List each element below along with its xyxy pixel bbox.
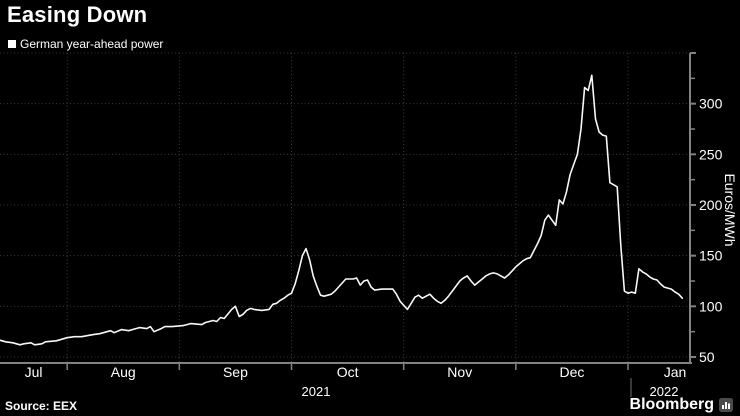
axis-labels-layer: 2021 2022 Euros/MWh 50 100 150 200 250 300 Jul… <box>25 96 738 399</box>
bloomberg-brand: Bloomberg <box>630 396 733 414</box>
x-axis-month-label-jul: Jul <box>25 364 43 380</box>
y-axis-tick-label-150: 150 <box>699 248 723 264</box>
y-axis-tick-label-200: 200 <box>699 197 723 213</box>
y-axis-tick-label-250: 250 <box>699 146 723 162</box>
gridlines-layer <box>0 52 690 363</box>
bloomberg-terminal-icon <box>719 398 733 412</box>
legend-label: German year-ahead power <box>20 37 164 51</box>
x-axis-month-label-dec: Dec <box>559 364 584 380</box>
axes-layer <box>0 52 696 397</box>
x-axis-month-label-sep: Sep <box>223 364 248 380</box>
y-axis-tick-label-50: 50 <box>699 349 715 365</box>
legend: German year-ahead power <box>8 38 163 50</box>
x-axis-month-label-oct: Oct <box>337 364 359 380</box>
legend-swatch-icon <box>8 40 16 48</box>
price-line-path <box>0 74 684 346</box>
y-axis-tick-label-100: 100 <box>699 298 723 314</box>
x-axis-month-label-jan: Jan <box>664 364 687 380</box>
x-axis-year-label-2021: 2021 <box>302 384 331 399</box>
series-layer <box>0 74 684 346</box>
y-axis-tick-label-300: 300 <box>699 96 723 112</box>
bloomberg-wordmark: Bloomberg <box>629 396 714 413</box>
x-axis-month-label-aug: Aug <box>111 364 136 380</box>
x-axis-year-label-2022: 2022 <box>650 384 679 399</box>
x-axis-month-label-nov: Nov <box>447 364 472 380</box>
chart-title: Easing Down <box>7 2 148 27</box>
y-axis-unit-label: Euros/MWh <box>722 173 738 246</box>
source-label: Source: EEX <box>5 399 78 413</box>
